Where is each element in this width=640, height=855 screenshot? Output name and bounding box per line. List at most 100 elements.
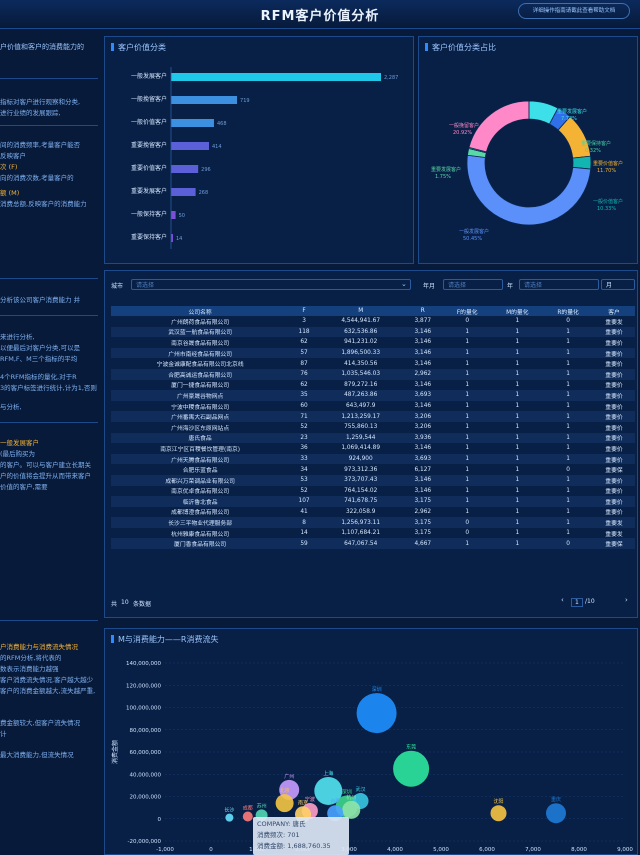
column-header[interactable]: M [318,306,403,316]
column-header[interactable]: M的量化 [491,306,544,316]
table-row[interactable]: 广州番禺大石副品网点 71 1,213,259.17 3,206 1 1 1 重要价 [111,411,635,422]
donut-slice[interactable] [468,100,530,153]
table-cell: 重要发 [605,319,623,326]
year-month-select[interactable]: 请选择 [443,279,503,290]
column-header[interactable]: R的量化 [543,306,593,316]
column-header[interactable]: R [402,306,443,316]
table-cell: 广州海沙区东原网站点 [171,425,230,432]
bar[interactable] [171,96,238,104]
bar[interactable] [171,73,381,81]
bar[interactable] [171,142,210,150]
table-row[interactable]: 宁波中稷食品有限公司 60 643,497.9 3,146 1 1 1 重要价 [111,401,635,412]
bubble-point[interactable] [242,811,253,822]
table-cell: 重要价 [593,432,635,444]
next-page-icon[interactable]: › [625,596,628,604]
bar[interactable] [171,211,176,219]
table-row[interactable]: 广州朗荷食品有限公司 3 4,544,941.67 3,877 0 1 0 重要发 [111,316,635,327]
table-row[interactable]: 杭州雅康食品有限公司 14 1,107,684.21 3,175 0 1 1 重要发 [111,528,635,539]
bubble-label: 成都 [243,805,253,812]
bar[interactable] [171,165,199,173]
bar-category-label: 重要挽留客户 [131,141,167,149]
table-row[interactable]: 南京江宁区百稷餐饮管理(南京) 36 1,069,414.89 3,146 1 1 1 重要价 [111,443,635,454]
table-cell: 53 [289,474,319,486]
bubble-point[interactable] [546,803,566,824]
city-select[interactable]: 请选择 [131,279,411,290]
table-row[interactable]: 成都博澄食品有限公司 41 322,058.9 2,962 1 1 1 重要价 [111,507,635,518]
x-tick-label: 3,000 [341,847,357,853]
bubble-point[interactable] [393,750,430,787]
donut-slice[interactable] [466,154,592,226]
table-cell: 重要价 [605,404,623,411]
page-current[interactable]: 1 [571,598,583,607]
table-cell: 1 [491,474,544,486]
bar[interactable] [171,188,196,196]
table-row[interactable]: 广州市南经食品有限公司 57 1,896,500.33 3,146 1 1 1 重要价 [111,347,635,359]
table-cell: 3,175 [402,496,443,507]
bar[interactable] [171,234,173,242]
bubble-point[interactable] [490,805,507,822]
highlight-general-development: 一般发展客户 [0,439,39,447]
table-cell: 107 [289,496,319,507]
table-cell: 1 [442,538,492,550]
bar-category-label: 重要发展客户 [131,187,167,195]
table-row[interactable]: 成都兴万荣调品业有限公司 53 373,707.43 3,146 1 1 1 重要价 [111,474,635,486]
table-cell: 重要价 [593,368,635,380]
table-row[interactable]: 武汉蓝一航食品有限公司 118 632,536.86 3,146 1 1 1 重要价 [111,326,635,338]
donut-slice[interactable] [572,155,592,170]
prev-page-icon[interactable]: ‹ [561,596,564,604]
donut-label-pct: 7.72% [561,116,577,122]
bubble-point[interactable] [225,813,234,822]
table-cell: 成都博澄食品有限公司 [171,510,230,517]
column-header[interactable]: 公司名称 [111,306,290,316]
table-row[interactable]: 唐氏食品 23 1,259,544 3,936 1 1 1 重要价 [111,432,635,444]
y-axis-label: 消费金额 [111,740,119,764]
donut-label-name: 重要发展客户 [431,166,461,173]
table-row[interactable]: 宁波金诚康配食品有限公司北京线 87 414,350.56 3,146 1 1 1 重要价 [111,358,635,369]
left-line: 以便最后对客户分类,可以是 [0,344,81,352]
table-cell: 1,256,973.11 [318,517,403,528]
bar-category-label: 重要价值客户 [131,164,167,172]
column-header[interactable]: F [289,306,319,316]
column-header[interactable]: 客户 [593,306,635,316]
table-cell: 1 [491,517,544,528]
table-row[interactable]: 临沂鲁北食品 107 741,678.75 3,175 1 1 1 重要价 [111,496,635,507]
bar-value-label: 719 [240,98,250,104]
divider [0,78,98,79]
year-month-label: 年月 [423,283,436,290]
table-row[interactable]: 合肥乐蓝食品 34 973,312.36 6,127 1 1 0 重要保 [111,464,635,475]
bubble-point[interactable] [275,794,294,813]
table-row[interactable]: 南京谷晟食品有限公司 62 941,231.02 3,146 1 1 1 重要价 [111,337,635,348]
bubble-point[interactable] [342,800,361,819]
table-row[interactable]: 广州海沙区东原网站点 52 755,860.13 3,206 1 1 1 重要价 [111,422,635,433]
table-cell: 重要价 [593,496,635,507]
table-cell: 1 [515,381,520,388]
table-cell: 62 [300,381,308,388]
table-cell: 3,146 [414,360,432,367]
table-cell: 成都兴万荣调品业有限公司 [111,474,290,486]
table-cell: 1 [442,453,492,465]
left-line: 的客户。可以与客户建立长期关 [0,461,91,469]
table-row[interactable]: 合肥高诚运食品有限公司 76 1,035,546.03 2,962 1 1 1 重要价 [111,368,635,380]
table-cell: 1 [543,411,593,422]
table-cell: 4,667 [402,538,443,550]
bubble-point[interactable] [356,693,397,734]
divider [0,620,98,621]
column-header[interactable]: F的量化 [442,306,492,316]
y-tick-label: 100,000,000 [126,706,161,712]
month-select[interactable]: 月 [601,279,635,290]
table-cell: 1 [543,368,593,380]
table-row[interactable]: 南京优卓食品有限公司 52 764,154.02 3,146 1 1 1 重要价 [111,486,635,497]
table-cell: 0 [566,466,570,473]
table-row[interactable]: 广州天腾食品有限公司 33 924,900 3,693 1 1 1 重要价 [111,453,635,465]
table-row[interactable]: 广州豪晟谷物网点 35 487,263.86 3,693 1 1 1 重要价 [111,390,635,401]
table-row[interactable]: 厦门一捷食品有限公司 62 879,272.16 3,146 1 1 1 重要价 [111,380,635,391]
table-row[interactable]: 长沙三平物业代理服务部 8 1,256,973.11 3,175 0 1 1 重要发 [111,517,635,528]
table-row[interactable]: 厦门香食品有限公司 59 647,067.54 4,667 1 1 0 重要保 [111,538,635,550]
year-select[interactable]: 请选择 [519,279,599,290]
bubble-point[interactable] [314,776,343,805]
help-button[interactable]: 详细操作指南请截此查看帮助文档 [518,3,630,19]
bubble-label: 苏州 [257,802,267,809]
donut-label-name: 一般价值客户 [593,198,623,205]
table-cell: 1 [491,411,544,422]
bar[interactable] [171,119,214,127]
